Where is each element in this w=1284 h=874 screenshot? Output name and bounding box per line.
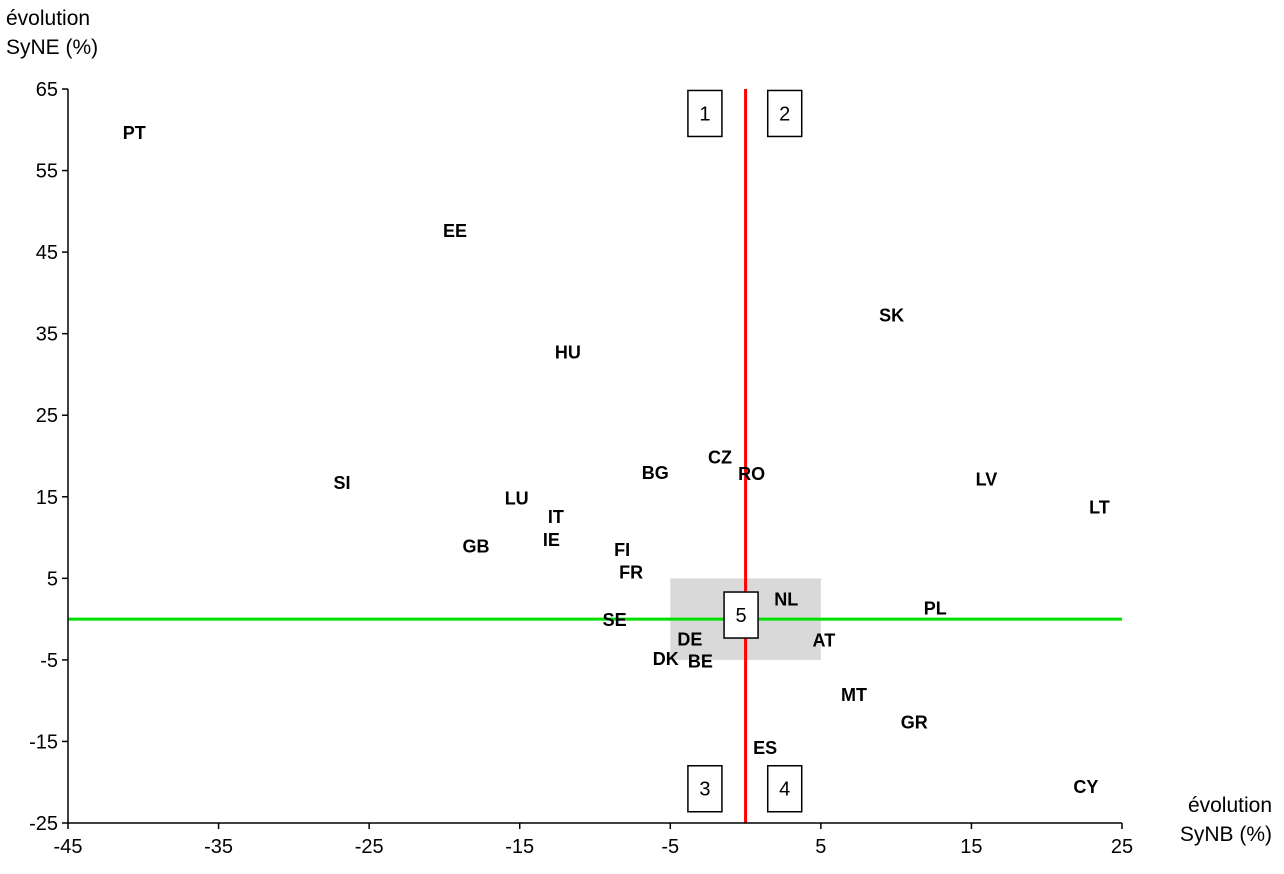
quadrant-box-1: 1 — [687, 89, 723, 138]
point-label-cz: CZ — [708, 448, 732, 468]
y-tick-label: 35 — [36, 324, 58, 346]
point-label-cy: CY — [1073, 777, 1098, 797]
quadrant-box-3: 3 — [687, 764, 723, 813]
reference-lines-layer — [68, 89, 1122, 823]
point-label-lu: LU — [505, 488, 529, 508]
y-tick-label: 65 — [36, 79, 58, 101]
point-label-se: SE — [603, 610, 627, 630]
y-tick-label: -5 — [40, 650, 58, 672]
point-label-de: DE — [677, 630, 702, 650]
quadrant-box-number: 5 — [735, 605, 746, 627]
y-tick-label: 25 — [36, 405, 58, 427]
point-label-it: IT — [548, 507, 564, 527]
point-label-be: BE — [688, 652, 713, 672]
y-axis-title: évolution SyNE (%) — [6, 4, 98, 62]
x-tick-label: -45 — [54, 836, 83, 858]
y-tick-label: 45 — [36, 242, 58, 264]
point-label-ee: EE — [443, 221, 467, 241]
quadrant-box-frame — [723, 591, 759, 639]
point-label-hu: HU — [555, 342, 581, 362]
point-label-fi: FI — [614, 540, 630, 560]
point-label-gb: GB — [463, 537, 490, 557]
point-label-lv: LV — [976, 470, 998, 490]
x-tick-label: -35 — [204, 836, 233, 858]
point-label-pt: PT — [123, 123, 146, 143]
quadrant-box-number: 3 — [699, 779, 710, 801]
point-label-ro: RO — [738, 464, 765, 484]
x-tick-label: -15 — [505, 836, 534, 858]
point-label-dk: DK — [653, 649, 679, 669]
x-tick-label: -5 — [661, 836, 679, 858]
quadrant-box-frame — [766, 764, 803, 813]
point-label-es: ES — [753, 738, 777, 758]
y-tick-label: -15 — [29, 731, 58, 753]
x-axis-title-line1: évolution — [1187, 794, 1272, 817]
x-axis-title: évolution SyNB (%) — [1180, 791, 1272, 849]
x-tick-label: 25 — [1111, 836, 1133, 858]
x-tick-label: -25 — [355, 836, 384, 858]
quadrant-box-frame — [687, 89, 723, 138]
x-axis-title-line2: SyNB (%) — [1179, 823, 1272, 846]
point-label-pl: PL — [924, 599, 947, 619]
point-label-lt: LT — [1089, 497, 1110, 517]
point-label-gr: GR — [901, 713, 928, 733]
y-axis-title-line1: évolution — [6, 7, 91, 30]
point-label-at: AT — [813, 630, 836, 650]
y-tick-label: 55 — [36, 161, 58, 183]
quadrant-box-2: 2 — [766, 89, 803, 138]
point-label-fr: FR — [619, 563, 643, 583]
quadrant-box-4: 4 — [766, 764, 803, 813]
point-label-nl: NL — [774, 590, 798, 610]
quadrant-box-number: 2 — [779, 103, 790, 125]
point-label-sk: SK — [879, 306, 904, 326]
quadrant-box-frame — [687, 764, 723, 813]
y-tick-label: -25 — [29, 813, 58, 835]
quadrant-box-frame — [766, 89, 803, 138]
quadrant-box-number: 1 — [699, 103, 710, 125]
point-label-bg: BG — [642, 463, 669, 483]
quadrant-box-5: 5 — [723, 591, 759, 639]
quadrant-box-number: 4 — [779, 779, 790, 801]
quadrant-labels-layer: 1 2 3 4 5 — [687, 89, 803, 813]
y-tick-label: 5 — [47, 568, 58, 590]
point-label-si: SI — [334, 473, 351, 493]
y-tick-label: 15 — [36, 487, 58, 509]
y-axis-title-line2: SyNE (%) — [6, 36, 99, 59]
point-labels-layer: PT EE SK HU CZ RO BG LV SI LU LT IT IE GB FI FR NL PL SE DE… — [123, 123, 1110, 797]
x-tick-label: 15 — [960, 836, 982, 858]
point-label-mt: MT — [841, 685, 867, 705]
point-label-ie: IE — [543, 530, 560, 550]
x-tick-label: 5 — [815, 836, 826, 858]
